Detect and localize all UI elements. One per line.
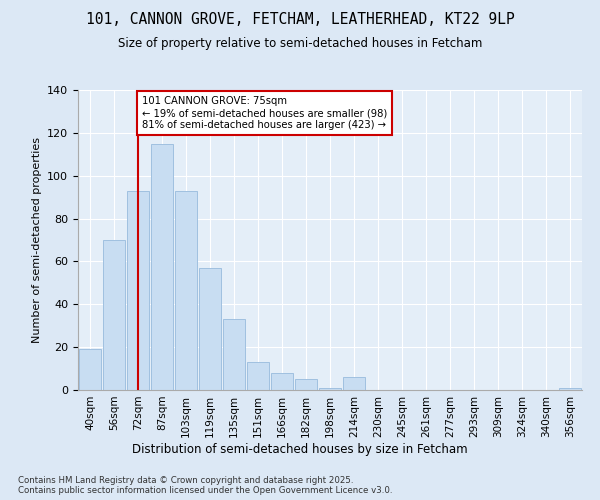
Bar: [343, 377, 365, 390]
Bar: [295, 380, 317, 390]
Text: 101, CANNON GROVE, FETCHAM, LEATHERHEAD, KT22 9LP: 101, CANNON GROVE, FETCHAM, LEATHERHEAD,…: [86, 12, 514, 28]
Bar: [127, 190, 149, 390]
Bar: [559, 388, 581, 390]
Text: Distribution of semi-detached houses by size in Fetcham: Distribution of semi-detached houses by …: [132, 442, 468, 456]
Bar: [223, 320, 245, 390]
Bar: [247, 362, 269, 390]
Text: 101 CANNON GROVE: 75sqm
← 19% of semi-detached houses are smaller (98)
81% of se: 101 CANNON GROVE: 75sqm ← 19% of semi-de…: [142, 96, 387, 130]
Bar: [151, 144, 173, 390]
Bar: [79, 350, 101, 390]
Bar: [175, 190, 197, 390]
Bar: [103, 240, 125, 390]
Text: Size of property relative to semi-detached houses in Fetcham: Size of property relative to semi-detach…: [118, 38, 482, 51]
Text: Contains HM Land Registry data © Crown copyright and database right 2025.
Contai: Contains HM Land Registry data © Crown c…: [18, 476, 392, 495]
Y-axis label: Number of semi-detached properties: Number of semi-detached properties: [32, 137, 41, 343]
Bar: [271, 373, 293, 390]
Bar: [199, 268, 221, 390]
Bar: [319, 388, 341, 390]
